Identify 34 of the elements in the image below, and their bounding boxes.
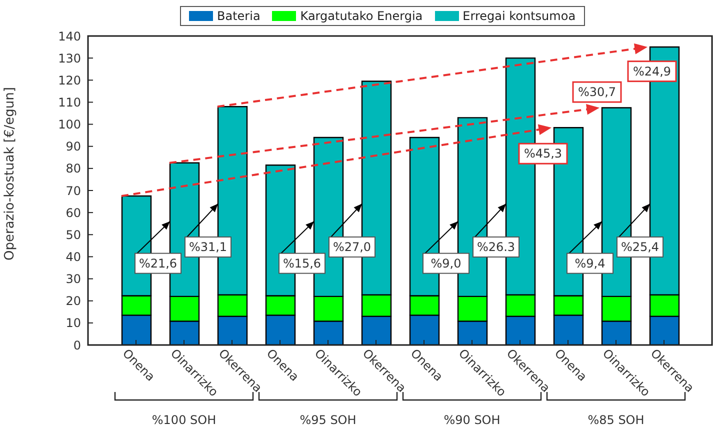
text: %100 SOH bbox=[152, 413, 216, 427]
legend-label: Bateria bbox=[217, 8, 260, 25]
y-tick-label: 70 bbox=[66, 184, 81, 198]
annotation: %30,7 bbox=[578, 85, 616, 100]
legend-label: Kargatutako Energia bbox=[300, 8, 423, 25]
annotation: %25,4 bbox=[620, 240, 660, 254]
y-tick-label: 110 bbox=[58, 95, 81, 110]
y-tick-label: 20 bbox=[66, 294, 81, 308]
y-axis-title: Operazio-kostuak [€/egun] bbox=[2, 87, 18, 260]
y-tick-label: 80 bbox=[66, 162, 81, 176]
y-tick-label: 0 bbox=[73, 338, 81, 352]
annotation: %27,0 bbox=[332, 240, 372, 254]
y-tick-label: 120 bbox=[58, 73, 81, 88]
y-tick-label: 90 bbox=[66, 140, 81, 154]
annotation: %15,6 bbox=[282, 256, 322, 270]
legend-label: Erregai kontsumoa bbox=[462, 8, 576, 25]
text: %90 SOH bbox=[444, 413, 500, 427]
y-tick-label: 50 bbox=[66, 228, 81, 242]
annotation: %45,3 bbox=[524, 146, 562, 161]
text: %95 SOH bbox=[300, 413, 356, 427]
text: %85 SOH bbox=[588, 413, 644, 427]
annotation: %31,1 bbox=[188, 240, 228, 254]
y-tick-label: 100 bbox=[58, 118, 81, 132]
annotation: %9,0 bbox=[430, 256, 462, 270]
annotation: %21,6 bbox=[138, 256, 178, 270]
y-tick-label: 130 bbox=[58, 51, 81, 66]
y-tick-label: 60 bbox=[66, 206, 81, 220]
annotation: %24,9 bbox=[632, 64, 672, 78]
y-tick-label: 10 bbox=[66, 316, 81, 330]
y-tick-label: 30 bbox=[66, 272, 81, 286]
annotation: %26.3 bbox=[476, 240, 516, 254]
y-tick-label: 40 bbox=[66, 250, 81, 264]
y-tick-label: 140 bbox=[58, 29, 81, 44]
annotation: %9,4 bbox=[574, 256, 606, 270]
